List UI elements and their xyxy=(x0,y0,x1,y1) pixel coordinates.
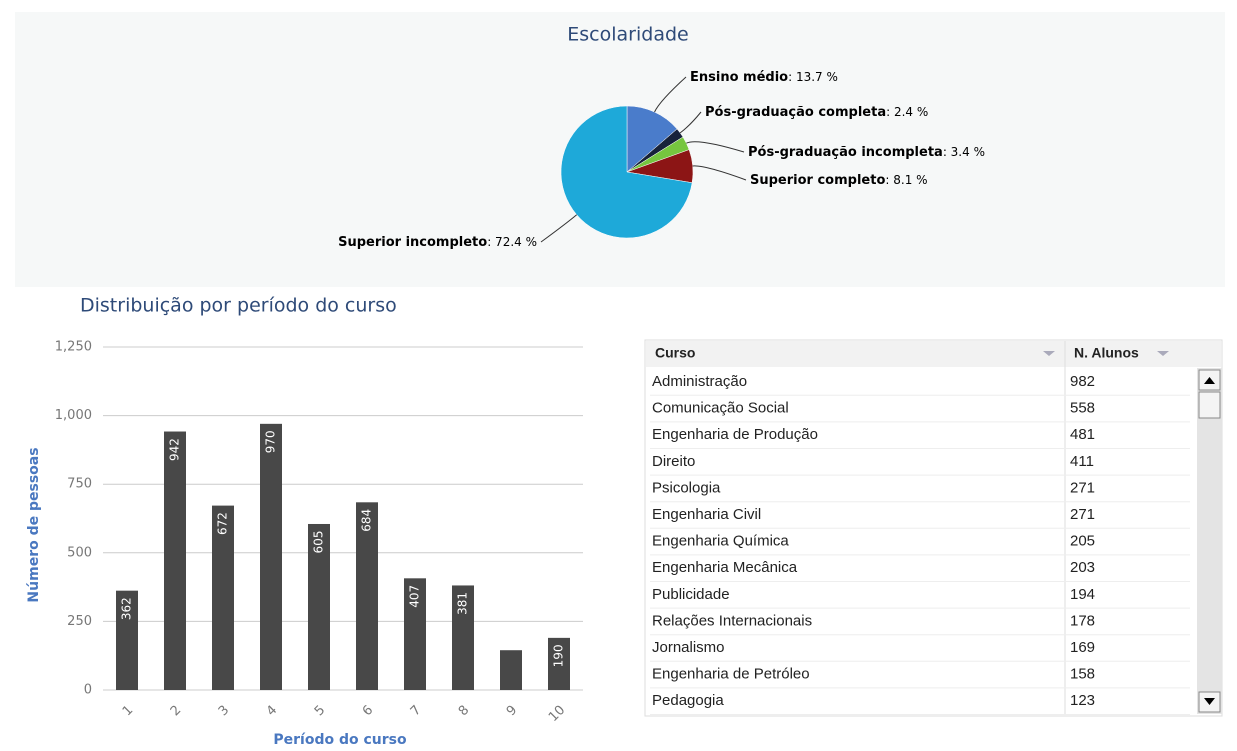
bar xyxy=(500,650,522,690)
leader-line xyxy=(654,76,687,113)
table-cell: Engenharia Mecânica xyxy=(652,559,798,576)
table-cell: 178 xyxy=(1070,612,1095,629)
table-cell: 194 xyxy=(1070,586,1095,603)
bar xyxy=(164,431,186,690)
table-cell: Relações Internacionais xyxy=(652,612,812,629)
scroll-down-arrow xyxy=(1204,698,1215,705)
pie-label-value: : 8.1 % xyxy=(885,173,927,187)
pie-slice xyxy=(560,105,693,239)
bar-value-label: 605 xyxy=(312,531,326,554)
leader-line xyxy=(686,141,745,153)
column-header: N. Alunos xyxy=(1074,345,1139,361)
x-tick-label: 7 xyxy=(408,703,424,719)
bar-value-label: 684 xyxy=(360,509,374,532)
scroll-thumb[interactable] xyxy=(1198,391,1221,419)
pie-label-value: : 3.4 % xyxy=(943,145,985,159)
pie-label-name: Superior incompleto xyxy=(338,235,487,250)
bar-value-label: 381 xyxy=(456,592,470,615)
bar-title: Distribuição por período do curso xyxy=(80,295,397,317)
pie-label-value: : 72.4 % xyxy=(487,235,537,249)
table-header xyxy=(646,341,1221,367)
pie-label: Pós-graduação incompleta: 3.4 % xyxy=(748,145,985,160)
table-cell: Psicologia xyxy=(652,479,721,496)
leader-line xyxy=(679,111,702,134)
x-tick-label: 4 xyxy=(264,703,280,719)
x-tick-label: 2 xyxy=(168,703,184,719)
y-tick-label: 1,250 xyxy=(55,340,92,355)
table-cell: 982 xyxy=(1070,373,1095,390)
x-tick-label: 1 xyxy=(120,703,136,719)
table-cell: Administração xyxy=(652,373,747,390)
x-axis-label: Período do curso xyxy=(273,732,407,748)
pie-label-name: Ensino médio xyxy=(690,70,788,85)
pie-label-value: : 13.7 % xyxy=(788,70,838,84)
x-tick-label: 8 xyxy=(456,703,472,719)
table-cell: Engenharia Química xyxy=(652,533,789,550)
bar-value-label: 672 xyxy=(216,512,230,535)
bar xyxy=(356,502,378,690)
bar xyxy=(548,637,570,690)
table-cell: Pedagogia xyxy=(652,692,724,709)
bar xyxy=(452,585,474,690)
column-header: Curso xyxy=(655,345,695,361)
table-cell: 158 xyxy=(1070,666,1095,683)
y-tick-label: 0 xyxy=(84,683,92,698)
scrollbar[interactable] xyxy=(1197,368,1222,714)
table-cell: 123 xyxy=(1070,692,1095,709)
table-cell: Engenharia Civil xyxy=(652,506,761,523)
y-tick-label: 750 xyxy=(67,477,92,492)
table-cell: Jornalismo xyxy=(652,639,725,656)
bar xyxy=(260,423,282,690)
y-tick-label: 1,000 xyxy=(55,408,92,423)
pie-label-value: : 2.4 % xyxy=(886,105,928,119)
scroll-up-arrow xyxy=(1204,377,1215,384)
bar-value-label: 190 xyxy=(552,644,566,667)
table-cell: Direito xyxy=(652,453,695,470)
table-cell: Engenharia de Petróleo xyxy=(652,666,810,683)
bar xyxy=(212,505,234,690)
bar-value-label: 970 xyxy=(264,430,278,453)
leader-line xyxy=(540,214,578,243)
table-cell: 203 xyxy=(1070,559,1095,576)
table-cell: 271 xyxy=(1070,479,1095,496)
x-tick-label: 5 xyxy=(312,703,328,719)
x-tick-label: 9 xyxy=(504,703,520,719)
x-tick-label: 6 xyxy=(360,703,376,719)
pie-label: Pós-graduação completa: 2.4 % xyxy=(705,105,928,120)
table-cell: 558 xyxy=(1070,400,1095,417)
x-tick-label: 10 xyxy=(546,703,568,725)
bar-value-label: 942 xyxy=(168,438,182,461)
bar xyxy=(116,590,138,690)
bar-value-label: 362 xyxy=(120,597,134,620)
pie-title: Escolaridade xyxy=(567,24,688,46)
bar xyxy=(308,523,330,690)
pie-slice xyxy=(626,105,678,173)
pie-label: Ensino médio: 13.7 % xyxy=(690,70,838,85)
pie-label-name: Pós-graduação incompleta xyxy=(748,145,943,160)
table-cell: 481 xyxy=(1070,426,1095,443)
table-cell: 271 xyxy=(1070,506,1095,523)
pie-label-name: Pós-graduação completa xyxy=(705,105,886,120)
pie-label-name: Superior completo xyxy=(750,173,885,188)
y-axis-label: Número de pessoas xyxy=(26,447,42,602)
leader-line xyxy=(692,165,747,181)
table-cell: Comunicação Social xyxy=(652,400,789,417)
bar xyxy=(404,578,426,690)
x-tick-label: 3 xyxy=(216,703,232,719)
pie-label: Superior completo: 8.1 % xyxy=(750,173,928,188)
bar-value-label: 407 xyxy=(408,585,422,608)
table-cell: Publicidade xyxy=(652,586,730,603)
table-cell: 411 xyxy=(1070,453,1094,470)
table-cell: 169 xyxy=(1070,639,1095,656)
y-tick-label: 500 xyxy=(67,545,92,560)
table-cell: Engenharia de Produção xyxy=(652,426,818,443)
table-cell: 205 xyxy=(1070,533,1095,550)
y-tick-label: 250 xyxy=(67,614,92,629)
pie-label: Superior incompleto: 72.4 % xyxy=(338,235,537,250)
